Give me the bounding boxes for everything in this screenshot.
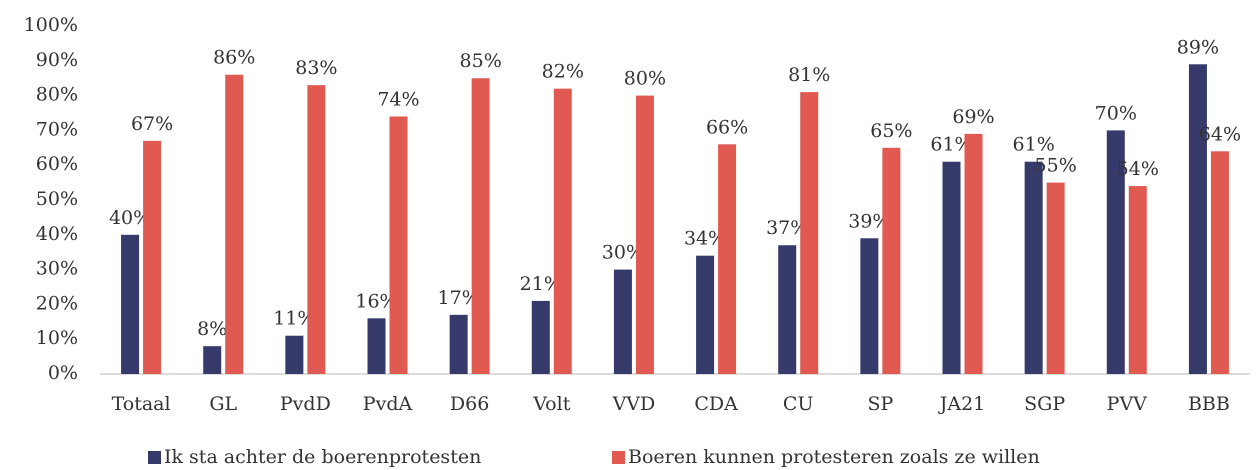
bar (1210, 151, 1229, 374)
data-label: 83% (295, 57, 337, 79)
data-label: 34% (684, 228, 726, 250)
x-tick-label: GL (209, 393, 237, 415)
data-label: 69% (952, 106, 994, 128)
x-tick-label: VVD (612, 393, 656, 415)
x-tick-label: SP (867, 393, 893, 415)
x-tick-label: SGP (1024, 393, 1065, 415)
data-label: 54% (1117, 158, 1159, 180)
bar (389, 116, 408, 374)
bar (285, 335, 304, 374)
y-tick-label: 100% (24, 14, 78, 36)
bar (307, 85, 326, 374)
x-tick-label: PvdA (363, 393, 413, 415)
bar (449, 314, 468, 374)
x-tick-label: CU (783, 393, 814, 415)
x-tick-label: JA21 (938, 393, 986, 415)
bar (718, 144, 737, 374)
data-label: 64% (1199, 123, 1241, 145)
y-tick-label: 20% (36, 292, 78, 314)
bar (635, 95, 654, 374)
data-label: 65% (870, 120, 912, 142)
data-label: 67% (131, 113, 173, 135)
data-label: 70% (1095, 102, 1137, 124)
data-label: 61% (1013, 134, 1055, 156)
legend-swatch (612, 451, 625, 464)
x-tick-label: BBB (1188, 393, 1230, 415)
bar (225, 74, 244, 374)
data-label: 17% (438, 287, 480, 309)
data-label: 21% (520, 273, 562, 295)
x-tick-label: Volt (532, 393, 570, 415)
data-label: 82% (542, 61, 584, 83)
y-tick-label: 10% (36, 327, 78, 349)
data-label: 55% (1035, 155, 1077, 177)
bar (778, 245, 797, 374)
data-label: 39% (848, 210, 890, 232)
data-label: 37% (766, 217, 808, 239)
bar (121, 234, 140, 374)
bar (882, 147, 901, 374)
data-label: 11% (273, 308, 315, 330)
data-label: 66% (706, 116, 748, 138)
bar (367, 318, 386, 374)
y-tick-label: 50% (36, 188, 78, 210)
bar (696, 255, 715, 374)
data-label: 16% (355, 290, 397, 312)
y-tick-label: 80% (36, 84, 78, 106)
legend-label: Boeren kunnen protesteren zoals ze wille… (628, 446, 1040, 468)
bar (800, 92, 819, 375)
bar (143, 140, 162, 374)
bar (1024, 161, 1043, 374)
bar (553, 88, 572, 374)
y-tick-label: 40% (36, 223, 78, 245)
y-tick-label: 0% (48, 362, 78, 384)
data-label: 8% (197, 318, 227, 340)
bar (1046, 182, 1065, 374)
y-tick-label: 30% (36, 258, 78, 280)
legend-label: Ik sta achter de boerenprotesten (164, 446, 481, 468)
bar (1188, 64, 1207, 374)
data-label: 74% (377, 88, 419, 110)
bar (860, 238, 879, 374)
data-label: 61% (930, 134, 972, 156)
bar (1128, 186, 1147, 374)
x-tick-label: PVV (1107, 393, 1148, 415)
data-label: 80% (624, 68, 666, 90)
bar (613, 269, 632, 374)
bar (203, 346, 222, 374)
bar (531, 300, 550, 374)
data-label: 40% (109, 207, 151, 229)
bar (942, 161, 961, 374)
data-label: 89% (1177, 36, 1219, 58)
x-tick-label: Totaal (112, 393, 171, 415)
data-label: 81% (788, 64, 830, 86)
bar (1106, 130, 1125, 374)
y-tick-label: 90% (36, 49, 78, 71)
x-tick-label: D66 (450, 393, 489, 415)
x-tick-label: CDA (694, 393, 738, 415)
data-label: 85% (460, 50, 502, 72)
y-tick-label: 60% (36, 153, 78, 175)
bar (964, 133, 983, 374)
y-tick-label: 70% (36, 118, 78, 140)
data-label: 86% (213, 47, 255, 69)
legend-swatch (148, 451, 161, 464)
data-label: 30% (602, 242, 644, 264)
bar (471, 78, 490, 374)
x-tick-label: PvdD (280, 393, 331, 415)
